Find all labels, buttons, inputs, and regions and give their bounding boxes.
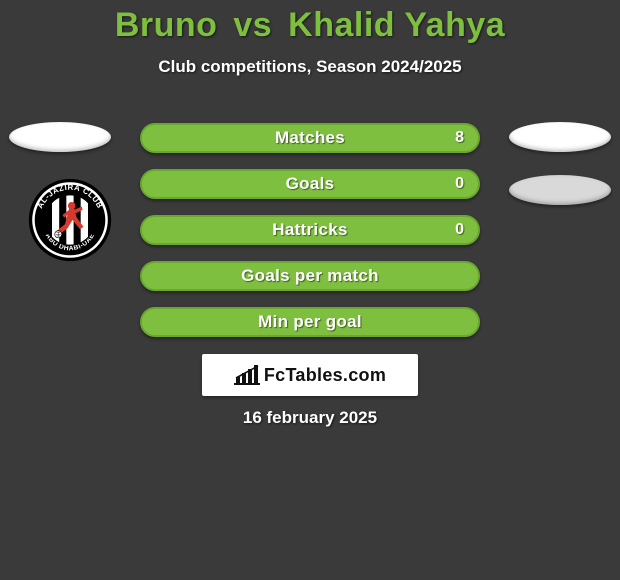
watermark-text: FcTables.com: [264, 365, 386, 386]
stat-value: 8: [455, 129, 464, 147]
stat-value: 0: [455, 221, 464, 239]
stat-bar-goals: Goals 0: [140, 169, 480, 199]
stat-bars: Matches 8 Goals 0 Hattricks 0 Goals per …: [140, 123, 480, 353]
player1-marker-oval: [9, 122, 111, 152]
player1-name: Bruno: [115, 6, 218, 44]
page-title: Bruno vs Khalid Yahya: [0, 0, 620, 45]
player2-marker-oval-2: [509, 175, 611, 205]
club-badge-svg: AL-JAZIRA CLUB ABU DHABI-UAE: [28, 178, 112, 262]
stat-bar-hattricks: Hattricks 0: [140, 215, 480, 245]
club-badge: AL-JAZIRA CLUB ABU DHABI-UAE: [28, 178, 112, 262]
comparison-card: Bruno vs Khalid Yahya Club competitions,…: [0, 0, 620, 580]
bar-chart-icon: [234, 364, 260, 386]
stat-label: Goals per match: [241, 266, 379, 286]
stat-value: 0: [455, 175, 464, 193]
stat-label: Hattricks: [272, 220, 347, 240]
stat-bar-goals-per-match: Goals per match: [140, 261, 480, 291]
subtitle: Club competitions, Season 2024/2025: [0, 57, 620, 77]
stat-label: Min per goal: [258, 312, 362, 332]
stat-bar-min-per-goal: Min per goal: [140, 307, 480, 337]
stat-bar-matches: Matches 8: [140, 123, 480, 153]
watermark: FcTables.com: [202, 354, 418, 396]
stat-label: Goals: [286, 174, 335, 194]
vs-separator: vs: [233, 6, 272, 44]
stat-label: Matches: [275, 128, 345, 148]
date-label: 16 february 2025: [0, 408, 620, 428]
player2-marker-oval-1: [509, 122, 611, 152]
player2-name: Khalid Yahya: [288, 6, 505, 44]
